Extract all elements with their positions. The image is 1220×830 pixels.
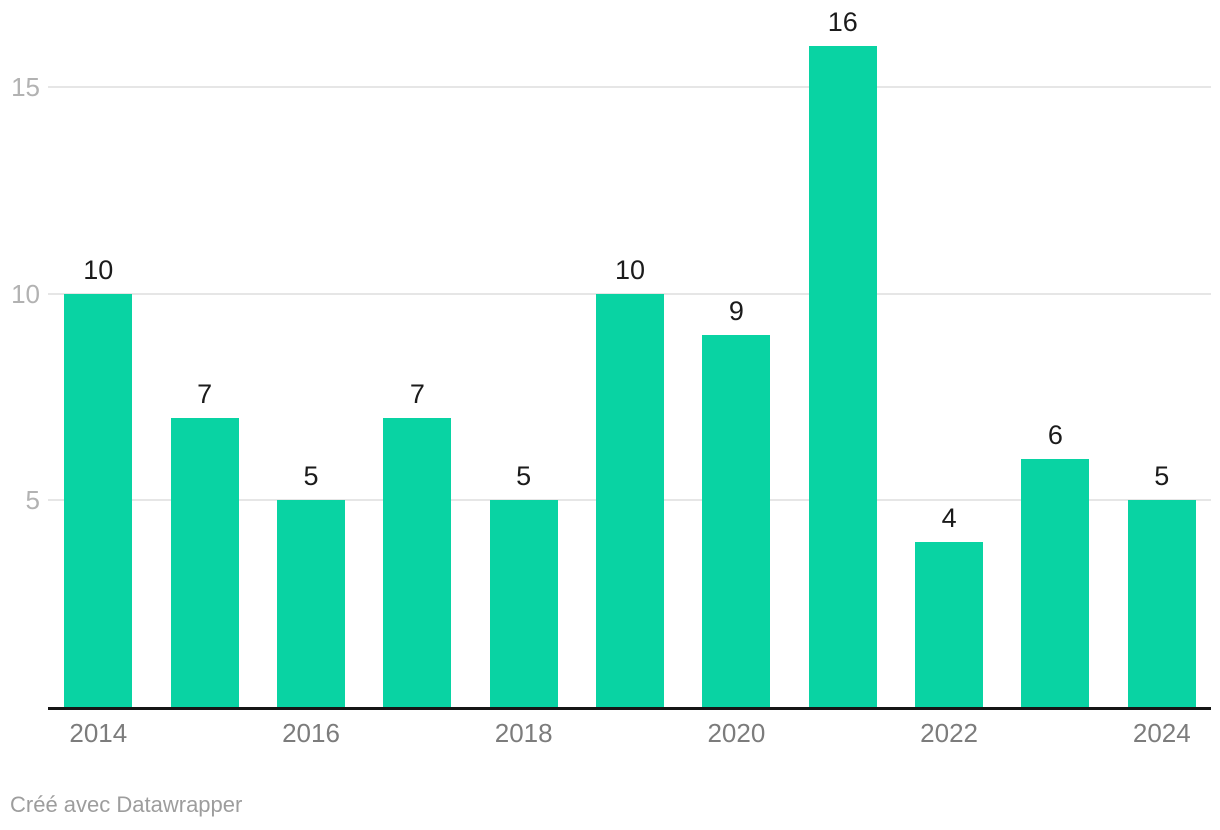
y-tick-label-10: 10 [11, 278, 40, 309]
x-tick-label-2018: 2018 [494, 718, 553, 748]
footer-credit-link[interactable]: Créé avec Datawrapper [10, 792, 243, 817]
y-tick-label-5: 5 [25, 485, 40, 516]
bar-value-label-2016: 5 [303, 461, 319, 492]
bar-2016[interactable] [277, 500, 345, 707]
x-tick-label-2014: 2014 [69, 718, 128, 748]
bar-value-label-2024: 5 [1154, 461, 1170, 492]
bar-value-label-2014: 10 [83, 254, 114, 285]
bar-value-label-2017: 7 [409, 378, 425, 409]
bar-value-label-2022: 4 [941, 502, 957, 533]
gridline-y-15 [48, 86, 1211, 88]
bar-2023[interactable] [1021, 459, 1090, 707]
bar-2019[interactable] [596, 293, 665, 707]
gridline-y-10 [48, 292, 1211, 295]
bar-value-label-2023: 6 [1047, 420, 1063, 450]
bar-2020[interactable] [702, 335, 771, 707]
bar-value-label-2020: 9 [728, 296, 744, 326]
x-tick-label-2016: 2016 [282, 718, 340, 748]
bar-2014[interactable] [64, 293, 133, 707]
bar-value-label-2019: 10 [615, 254, 646, 285]
plot-area: 10 7 5 7 5 10 9 16 4 6 5 [48, 0, 1211, 707]
x-tick-label-2020: 2020 [707, 718, 766, 748]
bar-value-label-2015: 7 [197, 378, 213, 409]
bar-2017[interactable] [383, 417, 452, 707]
y-tick-label-15: 15 [11, 72, 40, 102]
x-axis-baseline [48, 707, 1211, 710]
bar-value-label-2021: 16 [827, 6, 858, 37]
x-tick-label-2022: 2022 [920, 718, 979, 748]
bar-2021[interactable] [808, 45, 877, 707]
bar-value-label-2018: 5 [516, 461, 532, 492]
bar-2018[interactable] [489, 500, 558, 707]
x-tick-label-2024: 2024 [1132, 718, 1191, 748]
bar-2015[interactable] [170, 417, 239, 707]
bar-2022[interactable] [915, 541, 984, 707]
bar-2024[interactable] [1127, 500, 1196, 707]
